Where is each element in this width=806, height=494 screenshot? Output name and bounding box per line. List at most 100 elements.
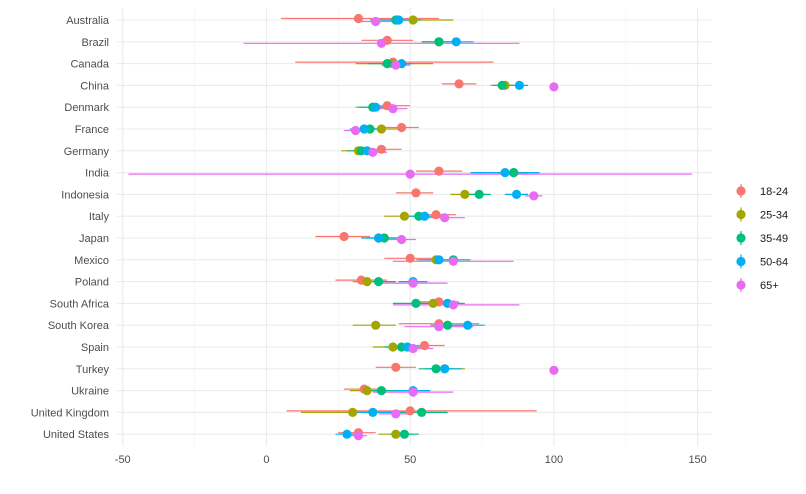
data-point	[408, 387, 418, 397]
data-point	[497, 80, 507, 90]
data-point	[405, 406, 415, 416]
y-tick-label: Denmark	[64, 102, 109, 114]
data-point	[434, 37, 444, 47]
data-point	[396, 234, 407, 245]
data-point	[440, 213, 450, 223]
y-tick-label: Italy	[89, 211, 110, 223]
data-point	[419, 340, 430, 351]
series-points-25-34	[348, 15, 519, 439]
legend-label: 18-24	[760, 186, 788, 198]
data-point	[440, 364, 450, 374]
legend: 18-24 25-34 35-49 50-64 65+	[736, 184, 788, 292]
series-errorbars-18-24	[280, 17, 537, 434]
y-tick-label: South Korea	[48, 320, 110, 332]
data-point	[442, 320, 453, 330]
x-tick-label: 100	[545, 454, 563, 466]
x-tick-label: 50	[404, 454, 416, 466]
data-point	[348, 407, 358, 417]
data-point	[411, 298, 421, 308]
y-tick-label: Poland	[75, 277, 109, 289]
legend-label: 50-64	[760, 257, 788, 269]
data-point	[474, 189, 484, 199]
legend-key-point	[736, 256, 746, 267]
data-point	[454, 79, 464, 89]
data-point	[405, 253, 415, 263]
data-point	[391, 409, 401, 419]
data-point	[509, 168, 519, 178]
data-point	[362, 277, 372, 287]
legend-key-point	[736, 233, 746, 243]
legend-item: 35-49	[736, 231, 788, 245]
series-points-18-24	[339, 13, 464, 438]
y-tick-label: Germany	[64, 146, 110, 158]
data-point	[399, 429, 410, 439]
data-point	[399, 211, 410, 221]
data-point	[371, 320, 381, 330]
y-tick-label: Indonesia	[61, 189, 110, 201]
data-point	[353, 13, 364, 24]
y-tick-label: United States	[43, 429, 110, 441]
y-tick-label: Turkey	[76, 364, 110, 376]
data-point	[362, 386, 372, 396]
x-axis-labels: -50 0 50 100 150	[115, 454, 707, 466]
data-point	[451, 37, 461, 47]
grid-layer	[117, 8, 712, 446]
y-tick-label: France	[75, 124, 109, 136]
y-tick-label: Spain	[81, 342, 109, 354]
y-tick-label: China	[80, 80, 110, 92]
data-point	[342, 429, 352, 439]
y-tick-label: Australia	[66, 15, 110, 27]
y-tick-label: Mexico	[74, 255, 109, 267]
data-point	[549, 365, 559, 375]
y-tick-label: South Africa	[50, 298, 110, 310]
data-point	[460, 189, 470, 199]
data-point	[408, 15, 418, 25]
data-point	[388, 104, 398, 114]
data-point	[376, 38, 387, 48]
data-marks	[128, 13, 692, 441]
data-point	[408, 343, 418, 354]
data-point	[376, 124, 387, 134]
data-point	[408, 278, 418, 288]
data-point	[394, 15, 404, 25]
data-point	[371, 16, 381, 27]
data-point	[359, 124, 369, 134]
data-point	[419, 211, 430, 221]
series-points-50-64	[342, 15, 525, 439]
data-point	[411, 188, 421, 198]
data-point	[371, 102, 381, 112]
data-point	[350, 125, 361, 136]
y-tick-label: India	[85, 168, 110, 180]
data-point	[353, 431, 364, 441]
data-point	[431, 210, 441, 220]
data-point	[448, 256, 458, 266]
data-point	[388, 342, 398, 352]
y-tick-label: Japan	[79, 233, 109, 245]
data-point	[376, 386, 387, 396]
data-point	[463, 320, 473, 330]
data-point	[431, 364, 441, 374]
legend-key-point	[736, 280, 746, 290]
data-point	[511, 189, 522, 199]
legend-item: 25-34	[736, 207, 788, 222]
data-point	[396, 122, 407, 133]
data-point	[434, 166, 444, 176]
data-point	[500, 168, 510, 178]
y-tick-label: Ukraine	[71, 386, 109, 398]
series-points-65+	[350, 16, 559, 441]
y-tick-label: United Kingdom	[31, 407, 109, 419]
y-axis-labels: Australia Brazil Canada China Denmark France G…	[31, 15, 110, 441]
x-tick-label: -50	[115, 454, 131, 466]
y-tick-label: Brazil	[81, 37, 109, 49]
legend-label: 35-49	[760, 233, 788, 245]
legend-item: 65+	[736, 278, 779, 292]
data-point	[339, 231, 349, 242]
data-point	[417, 407, 427, 417]
data-point	[373, 233, 384, 243]
data-point	[382, 59, 392, 69]
data-point	[391, 429, 401, 439]
legend-item: 50-64	[736, 254, 788, 269]
y-tick-label: Canada	[70, 59, 109, 71]
